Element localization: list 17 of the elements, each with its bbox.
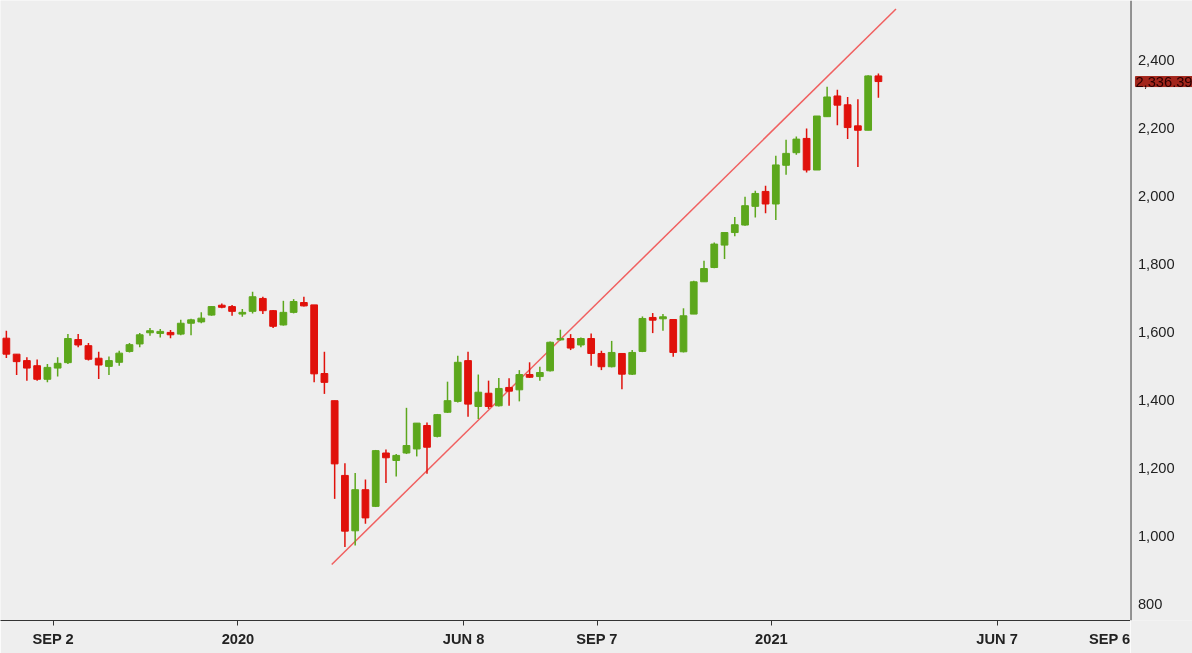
- x-tick-label: JUN 8: [442, 630, 485, 647]
- x-tick-label: 2020: [221, 630, 255, 647]
- text: 2,336.39: [1135, 73, 1192, 90]
- x-tick-label: JUN 7: [976, 630, 1018, 647]
- x-tick-label: SEP 2: [32, 630, 74, 647]
- x-tick-label: SEP 7: [576, 630, 618, 647]
- y-tick-label: 2,400: [1137, 51, 1175, 68]
- y-tick-label: 2,200: [1137, 119, 1175, 136]
- x-tick-label: SEP 6: [1088, 630, 1131, 647]
- y-tick-label: 2,000: [1137, 187, 1175, 204]
- x-tick-label: 2021: [755, 630, 788, 647]
- y-tick-label: 1,800: [1137, 255, 1175, 272]
- y-tick-label: 1,200: [1137, 459, 1175, 476]
- y-tick-label: 800: [1137, 595, 1163, 612]
- y-tick-label: 1,600: [1137, 323, 1175, 340]
- y-tick-label: 1,400: [1137, 391, 1175, 408]
- y-tick-label: 1,000: [1137, 527, 1175, 544]
